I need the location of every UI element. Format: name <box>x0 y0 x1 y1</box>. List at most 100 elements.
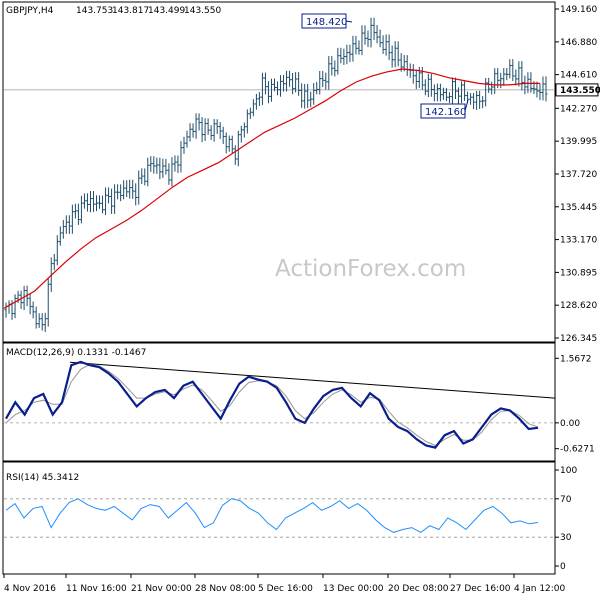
moving-average-series <box>3 68 540 309</box>
price-bar <box>520 61 524 91</box>
price-bar <box>321 70 325 88</box>
price-bar <box>490 81 494 95</box>
price-bar <box>348 44 352 63</box>
price-bar <box>393 41 397 68</box>
price-bar <box>369 17 373 48</box>
price-bar <box>390 45 394 68</box>
price-bar <box>423 79 427 96</box>
price-bar <box>444 87 448 102</box>
macd-panel-frame <box>2 342 556 462</box>
price-bar <box>188 123 192 142</box>
price-bar <box>384 34 388 56</box>
price-bar <box>526 72 530 93</box>
price-bar <box>107 187 111 204</box>
price-bar <box>58 226 62 246</box>
price-bar <box>502 68 506 86</box>
price-bar <box>318 70 322 95</box>
price-bar <box>194 113 198 139</box>
rsi-tick-label: 70 <box>560 495 572 505</box>
price-bar <box>499 72 503 89</box>
price-bar <box>291 72 295 95</box>
time-tick-label: 4 Jan 12:00 <box>514 584 566 594</box>
price-bar <box>475 90 479 110</box>
price-tick-label: 135.445 <box>560 203 597 213</box>
price-bar <box>149 156 153 172</box>
price-bar <box>254 93 258 110</box>
price-bar <box>330 56 334 76</box>
price-tick-label: 133.170 <box>560 236 597 246</box>
price-bar <box>176 155 180 173</box>
price-bar <box>357 40 361 55</box>
price-bar <box>119 184 123 202</box>
price-bar <box>46 278 50 327</box>
time-tick-label: 21 Nov 00:00 <box>131 584 192 594</box>
price-bar <box>200 117 204 143</box>
price-tick-label: 149.160 <box>560 5 597 15</box>
price-bar <box>116 184 120 200</box>
price-bar <box>158 157 162 180</box>
price-bar <box>224 132 228 154</box>
macd-main-line <box>5 360 539 449</box>
price-bar <box>76 203 80 225</box>
price-bar <box>67 215 71 234</box>
moving-average-line <box>3 68 540 309</box>
time-tick-label: 27 Dec 16:00 <box>450 584 511 594</box>
price-bar <box>197 113 201 131</box>
price-bar <box>113 184 117 214</box>
price-bar <box>233 145 237 165</box>
price-bar <box>523 75 527 95</box>
price-bar <box>179 141 183 173</box>
price-tick-label: 130.895 <box>560 268 597 278</box>
price-bar <box>13 294 17 319</box>
price-bar <box>173 155 177 172</box>
low-callout: 142.160 <box>420 99 469 119</box>
time-axis: 4 Nov 2016 11 Nov 16:00 21 Nov 00:00 28 Nov… <box>3 574 566 594</box>
price-bar <box>381 35 385 54</box>
callout-label: 142.160 <box>425 107 466 118</box>
price-bar <box>306 83 310 108</box>
price-bar <box>333 60 337 77</box>
price-bar <box>164 158 168 175</box>
price-bar <box>104 187 108 216</box>
price-bar <box>152 156 156 174</box>
price-bar <box>82 193 86 209</box>
rsi-line <box>5 498 539 533</box>
price-bar <box>300 83 304 108</box>
price-bar <box>143 168 147 186</box>
price-bar <box>227 135 231 152</box>
price-bar <box>98 195 102 209</box>
price-bar <box>125 180 129 198</box>
price-bar <box>472 92 476 110</box>
price-bar <box>514 69 518 86</box>
current-price-box <box>555 83 599 97</box>
price-bar <box>52 253 56 271</box>
price-bar <box>182 136 186 154</box>
price-bar <box>55 235 59 266</box>
price-bar <box>251 99 255 117</box>
price-bar <box>191 123 195 138</box>
price-bar <box>375 25 379 44</box>
price-bar <box>140 168 144 185</box>
price-bar <box>426 73 430 98</box>
price-bar <box>230 135 234 154</box>
price-bar <box>242 122 246 138</box>
price-bar <box>110 188 114 214</box>
price-bar <box>43 312 47 332</box>
price-bar <box>64 215 68 234</box>
price-bar <box>167 163 171 185</box>
price-bar <box>511 59 515 82</box>
price-header: GBPJPY,H4 <box>6 6 54 16</box>
rsi-tick-label: 0 <box>560 562 566 572</box>
price-bar <box>360 25 364 56</box>
price-bar <box>31 301 35 319</box>
callout-label: 148.420 <box>306 17 347 28</box>
price-bar <box>161 158 165 178</box>
time-tick-label: 13 Dec 00:00 <box>323 584 384 594</box>
price-tick-label: 139.995 <box>560 137 597 147</box>
price-bar <box>34 306 38 329</box>
price-tick-label: 137.720 <box>560 170 597 180</box>
price-bar <box>303 83 307 109</box>
price-tick-label: 146.880 <box>560 38 597 48</box>
price-bar <box>206 118 210 135</box>
